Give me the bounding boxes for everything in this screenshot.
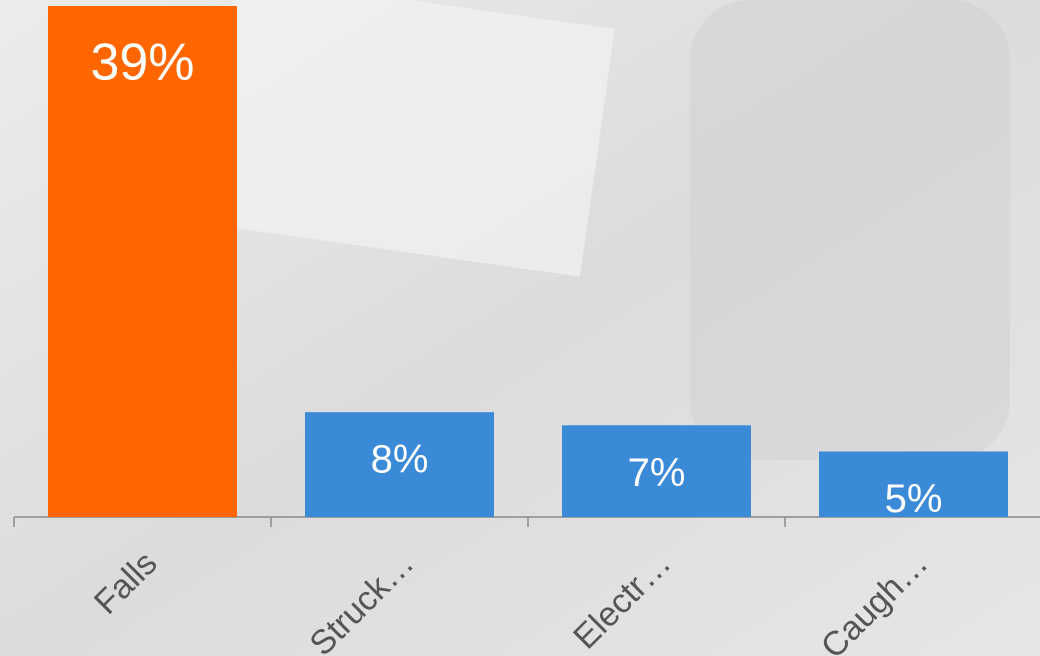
value-label: 39%: [90, 34, 194, 92]
bar: [48, 6, 237, 517]
value-label: 8%: [371, 438, 429, 482]
bar: [819, 451, 1008, 517]
bar: [305, 412, 494, 517]
background-figure: [690, 0, 1010, 460]
background-panel: [203, 0, 615, 277]
value-label: 7%: [628, 451, 686, 495]
value-label: 5%: [885, 477, 943, 521]
bar: [562, 425, 751, 517]
